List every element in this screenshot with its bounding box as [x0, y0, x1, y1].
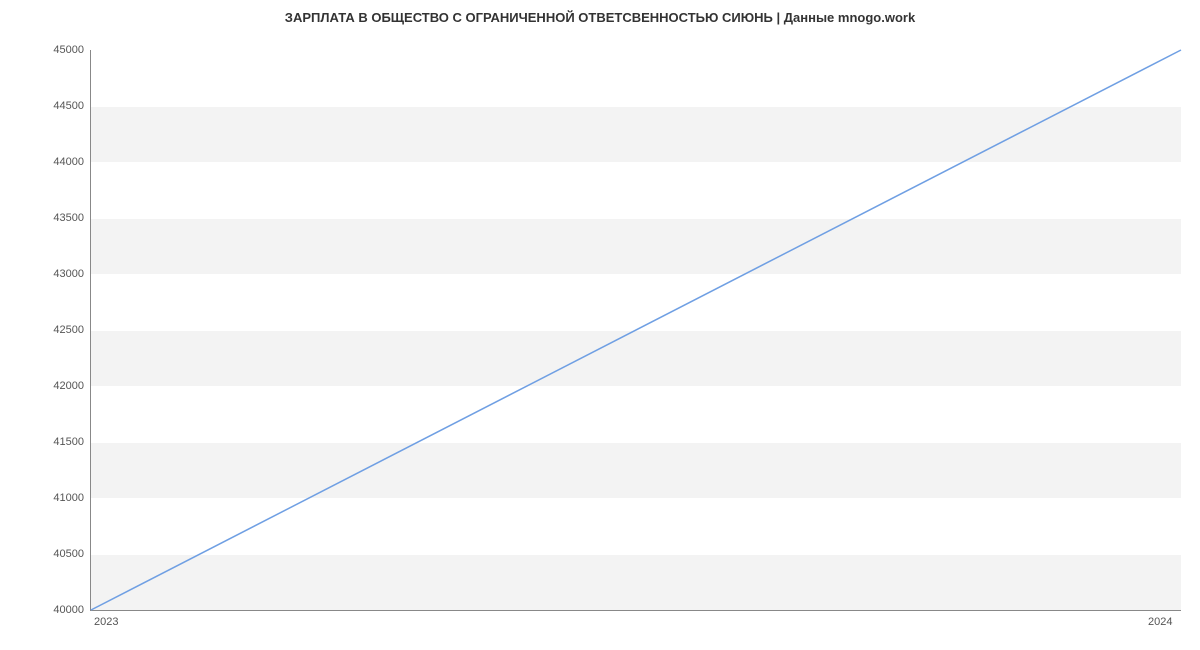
- y-tick-label: 40500: [4, 548, 84, 560]
- x-tick-label: 2024: [1148, 616, 1172, 628]
- series-line: [91, 50, 1181, 610]
- y-tick-label: 44500: [4, 100, 84, 112]
- plot-area: [90, 50, 1181, 611]
- y-tick-label: 41500: [4, 436, 84, 448]
- chart-title: ЗАРПЛАТА В ОБЩЕСТВО С ОГРАНИЧЕННОЙ ОТВЕТ…: [0, 10, 1200, 25]
- y-tick-label: 44000: [4, 156, 84, 168]
- y-tick-label: 42500: [4, 324, 84, 336]
- y-tick-label: 43500: [4, 212, 84, 224]
- line-layer: [91, 50, 1181, 610]
- y-tick-label: 43000: [4, 268, 84, 280]
- y-tick-label: 42000: [4, 380, 84, 392]
- chart-container: ЗАРПЛАТА В ОБЩЕСТВО С ОГРАНИЧЕННОЙ ОТВЕТ…: [0, 0, 1200, 650]
- y-tick-label: 40000: [4, 604, 84, 616]
- y-tick-label: 41000: [4, 492, 84, 504]
- y-tick-label: 45000: [4, 44, 84, 56]
- x-tick-label: 2023: [94, 616, 118, 628]
